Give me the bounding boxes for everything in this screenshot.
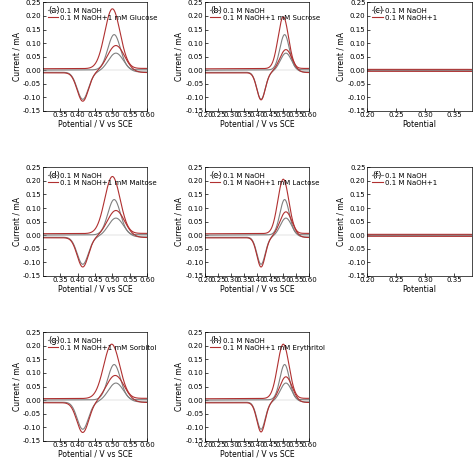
X-axis label: Potential: Potential: [402, 119, 436, 128]
Text: (f): (f): [372, 171, 382, 180]
Y-axis label: Current / mA: Current / mA: [337, 197, 346, 246]
Legend: 0.1 M NaOH, 0.1 M NaOH+1 mM Sorbitol: 0.1 M NaOH, 0.1 M NaOH+1 mM Sorbitol: [47, 337, 157, 351]
Text: (b): (b): [210, 6, 222, 15]
Y-axis label: Current / mA: Current / mA: [13, 362, 22, 411]
Legend: 0.1 M NaOH, 0.1 M NaOH+1: 0.1 M NaOH, 0.1 M NaOH+1: [372, 7, 438, 21]
Text: (g): (g): [48, 336, 60, 345]
Legend: 0.1 M NaOH, 0.1 M NaOH+1 mM Maltose: 0.1 M NaOH, 0.1 M NaOH+1 mM Maltose: [47, 172, 158, 186]
Text: (e): (e): [210, 171, 222, 180]
Legend: 0.1 M NaOH, 0.1 M NaOH+1: 0.1 M NaOH, 0.1 M NaOH+1: [372, 172, 438, 186]
Legend: 0.1 M NaOH, 0.1 M NaOH+1 mM Lactose: 0.1 M NaOH, 0.1 M NaOH+1 mM Lactose: [210, 172, 319, 186]
Y-axis label: Current / mA: Current / mA: [337, 32, 346, 81]
X-axis label: Potential / V vs SCE: Potential / V vs SCE: [220, 284, 294, 293]
X-axis label: Potential / V vs SCE: Potential / V vs SCE: [220, 119, 294, 128]
Legend: 0.1 M NaOH, 0.1 M NaOH+1 mM Sucrose: 0.1 M NaOH, 0.1 M NaOH+1 mM Sucrose: [210, 7, 320, 21]
Legend: 0.1 M NaOH, 0.1 M NaOH+1 mM Erythritol: 0.1 M NaOH, 0.1 M NaOH+1 mM Erythritol: [210, 337, 325, 351]
Y-axis label: Current / mA: Current / mA: [13, 197, 22, 246]
Text: (a): (a): [48, 6, 60, 15]
Text: (d): (d): [48, 171, 60, 180]
X-axis label: Potential / V vs SCE: Potential / V vs SCE: [58, 450, 132, 459]
Text: (c): (c): [372, 6, 383, 15]
X-axis label: Potential: Potential: [402, 284, 436, 293]
Y-axis label: Current / mA: Current / mA: [175, 197, 184, 246]
Y-axis label: Current / mA: Current / mA: [175, 362, 184, 411]
Y-axis label: Current / mA: Current / mA: [13, 32, 22, 81]
X-axis label: Potential / V vs SCE: Potential / V vs SCE: [58, 119, 132, 128]
Text: (h): (h): [210, 336, 222, 345]
Legend: 0.1 M NaOH, 0.1 M NaOH+1 mM Glucose: 0.1 M NaOH, 0.1 M NaOH+1 mM Glucose: [47, 7, 158, 21]
X-axis label: Potential / V vs SCE: Potential / V vs SCE: [58, 284, 132, 293]
X-axis label: Potential / V vs SCE: Potential / V vs SCE: [220, 450, 294, 459]
Y-axis label: Current / mA: Current / mA: [175, 32, 184, 81]
